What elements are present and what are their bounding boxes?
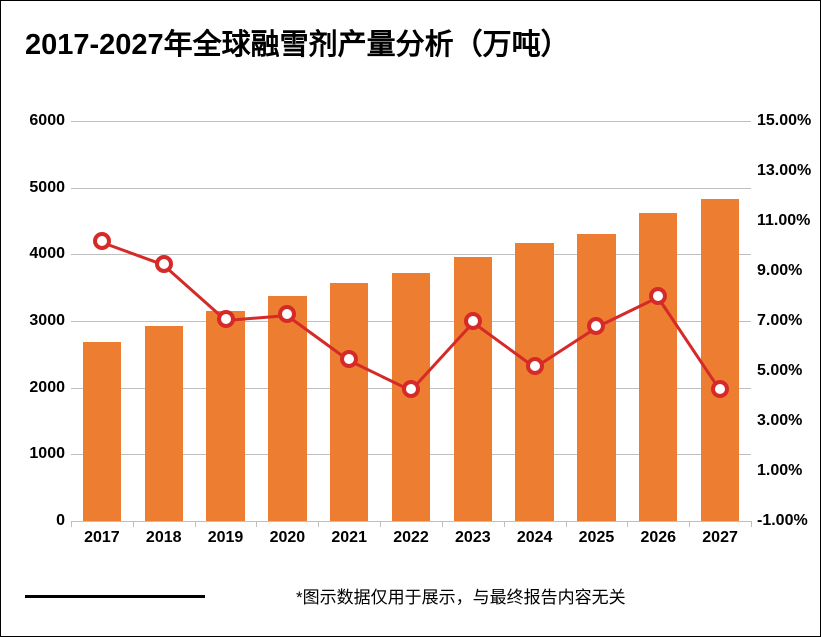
line-marker — [587, 317, 605, 335]
y-axis-right-label: 5.00% — [757, 362, 802, 380]
chart-title: 2017-2027年全球融雪剂产量分析（万吨） — [25, 21, 570, 63]
bar — [206, 311, 244, 521]
bar — [83, 342, 121, 521]
y-axis-right-label: 15.00% — [757, 112, 811, 130]
y-axis-left-label: 6000 — [29, 112, 65, 130]
y-axis-left-label: 3000 — [29, 312, 65, 330]
chart-plot-area: 0100020003000400050006000-1.00%1.00%3.00… — [71, 121, 751, 521]
y-axis-left-label: 1000 — [29, 445, 65, 463]
x-axis-label: 2020 — [270, 529, 306, 547]
line-segment — [163, 264, 227, 321]
x-axis-label: 2024 — [517, 529, 553, 547]
x-tick — [751, 521, 752, 527]
x-tick — [318, 521, 319, 527]
x-tick — [133, 521, 134, 527]
x-axis-label: 2025 — [579, 529, 615, 547]
line-marker — [711, 380, 729, 398]
y-axis-right-label: 13.00% — [757, 162, 811, 180]
x-tick — [256, 521, 257, 527]
x-tick — [504, 521, 505, 527]
y-axis-right-label: 7.00% — [757, 312, 802, 330]
line-marker — [464, 312, 482, 330]
bar — [577, 234, 615, 521]
y-axis-left-label: 5000 — [29, 179, 65, 197]
x-axis-label: 2027 — [702, 529, 738, 547]
x-axis-label: 2017 — [84, 529, 120, 547]
line-marker — [217, 310, 235, 328]
line-marker — [93, 232, 111, 250]
x-tick — [71, 521, 72, 527]
x-tick — [380, 521, 381, 527]
y-axis-left-label: 2000 — [29, 379, 65, 397]
x-axis-label: 2023 — [455, 529, 491, 547]
x-axis-label: 2019 — [208, 529, 244, 547]
bar — [454, 257, 492, 521]
x-axis-label: 2021 — [331, 529, 367, 547]
bar — [639, 213, 677, 521]
y-axis-left-label: 4000 — [29, 245, 65, 263]
line-marker — [278, 305, 296, 323]
y-axis-right-label: 9.00% — [757, 262, 802, 280]
gridline — [71, 521, 751, 522]
bar — [701, 199, 739, 521]
line-marker — [155, 255, 173, 273]
line-marker — [340, 350, 358, 368]
footnote-text: *图示数据仅用于展示，与最终报告内容无关 — [296, 583, 626, 608]
x-axis-label: 2022 — [393, 529, 429, 547]
footnote-divider — [25, 595, 205, 598]
x-tick — [689, 521, 690, 527]
x-tick — [442, 521, 443, 527]
y-axis-right-label: -1.00% — [757, 512, 808, 530]
line-marker — [526, 357, 544, 375]
line-marker — [649, 287, 667, 305]
x-tick — [566, 521, 567, 527]
x-tick — [627, 521, 628, 527]
gridline — [71, 188, 751, 189]
gridline — [71, 121, 751, 122]
x-axis-label: 2026 — [640, 529, 676, 547]
y-axis-right-label: 3.00% — [757, 412, 802, 430]
y-axis-right-label: 11.00% — [757, 212, 810, 230]
x-tick — [195, 521, 196, 527]
line-marker — [402, 380, 420, 398]
x-axis-label: 2018 — [146, 529, 182, 547]
bar — [515, 243, 553, 521]
y-axis-right-label: 1.00% — [757, 462, 802, 480]
y-axis-left-label: 0 — [56, 512, 65, 530]
bar — [145, 326, 183, 521]
bar — [330, 283, 368, 521]
bar — [268, 296, 306, 521]
